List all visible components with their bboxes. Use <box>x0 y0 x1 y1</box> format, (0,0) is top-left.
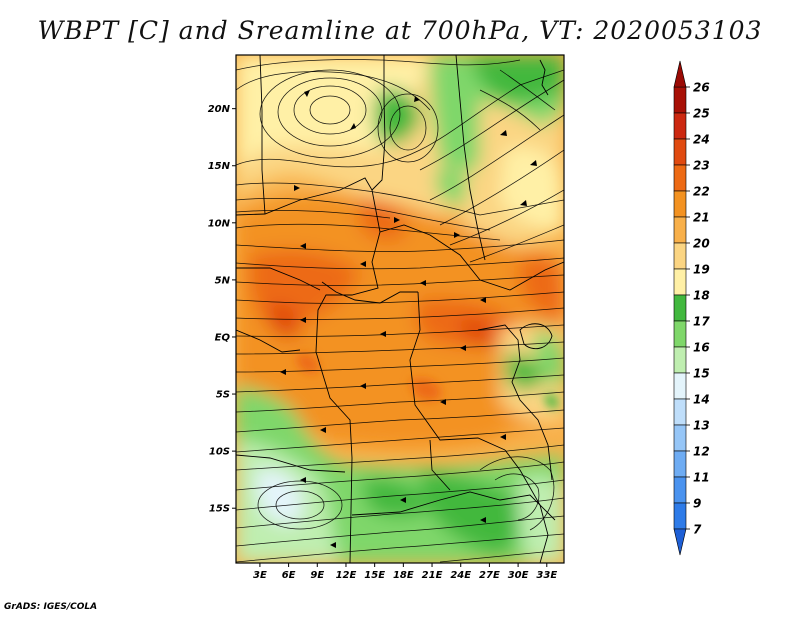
colorbar-label: 13 <box>693 419 710 433</box>
colorbar-segment <box>673 242 687 270</box>
lon-label: 18E <box>393 570 414 581</box>
colorbar-segment <box>673 372 687 400</box>
colorbar-label: 17 <box>693 315 710 329</box>
colorbar-segment <box>673 138 687 166</box>
streamline-arrows <box>280 90 537 548</box>
lat-label: 15N <box>208 161 231 172</box>
lon-label: 6E <box>282 570 296 581</box>
colorbar-segment <box>673 346 687 374</box>
colorbar-min-arrow <box>673 528 687 556</box>
colorbar-segment <box>673 112 687 140</box>
colorbar-label: 23 <box>693 159 710 173</box>
lon-label: 33E <box>536 570 557 581</box>
colorbar-label: 19 <box>693 263 710 277</box>
colorbar-label: 25 <box>693 107 710 121</box>
chart-title: WBPT [C] and Sreamline at 700hPa, VT: 20… <box>37 16 763 45</box>
lon-label: 30E <box>508 570 529 581</box>
latitude-axis: 20N 15N 10N 5N EQ 5S 10S 15S <box>208 104 236 515</box>
wbpt-shading <box>236 55 564 563</box>
colorbar-label: 16 <box>693 341 710 355</box>
colorbar-label: 7 <box>693 523 702 537</box>
lat-label: 10S <box>209 447 230 458</box>
lon-label: 21E <box>422 570 443 581</box>
colorbar-label: 22 <box>693 185 710 199</box>
colorbar-segment <box>673 398 687 426</box>
colorbar-segment <box>673 450 687 478</box>
lat-label: 20N <box>208 104 231 115</box>
colorbar-label: 12 <box>693 445 710 459</box>
colorbar-segment <box>673 86 687 114</box>
colorbar-label: 20 <box>693 237 710 251</box>
lon-label: 27E <box>479 570 500 581</box>
grads-credit: GrADS: IGES/COLA <box>4 602 98 612</box>
colorbar-segment <box>673 190 687 218</box>
colorbar-label: 26 <box>693 81 710 95</box>
colorbar-max-arrow <box>673 60 687 88</box>
lon-label: 15E <box>364 570 385 581</box>
streamlines <box>236 59 564 563</box>
lon-label: 24E <box>450 570 471 581</box>
colorbar-label: 21 <box>693 211 710 225</box>
lon-label: 9E <box>310 570 324 581</box>
lon-label: 12E <box>336 570 357 581</box>
lat-label: 5S <box>216 390 230 401</box>
colorbar: 26 25 24 23 22 21 20 19 18 17 16 15 14 13 12 11 9 7 <box>673 60 710 556</box>
lon-label: 3E <box>253 570 267 581</box>
lat-label: EQ <box>215 332 231 343</box>
colorbar-label: 15 <box>693 367 710 381</box>
colorbar-label: 18 <box>693 289 710 303</box>
colorbar-label: 11 <box>693 471 710 485</box>
colorbar-label: 24 <box>693 133 710 147</box>
longitude-axis: 3E 6E 9E 12E 15E 18E 21E 24E 27E 30E 33E <box>253 563 557 581</box>
colorbar-label: 9 <box>693 497 701 511</box>
colorbar-segment <box>673 476 687 504</box>
colorbar-segment <box>673 268 687 296</box>
colorbar-label: 14 <box>693 393 710 407</box>
colorbar-segment <box>673 320 687 348</box>
map-frame <box>235 54 565 564</box>
lat-label: 5N <box>215 275 231 286</box>
colorbar-segment <box>673 424 687 452</box>
lat-label: 10N <box>208 218 231 229</box>
colorbar-segment <box>673 164 687 192</box>
colorbar-segment <box>673 294 687 322</box>
colorbar-segment <box>673 502 687 530</box>
lat-label: 15S <box>209 504 230 515</box>
colorbar-segment <box>673 216 687 244</box>
country-borders <box>236 55 564 563</box>
